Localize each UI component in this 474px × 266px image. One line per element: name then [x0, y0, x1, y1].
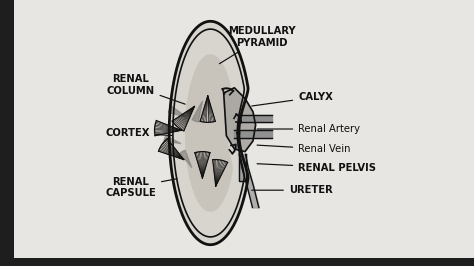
Text: RENAL
COLUMN: RENAL COLUMN: [107, 74, 185, 104]
Polygon shape: [192, 101, 202, 122]
Text: CORTEX: CORTEX: [106, 128, 172, 138]
Polygon shape: [164, 136, 181, 144]
Text: RENAL
CAPSULE: RENAL CAPSULE: [105, 177, 177, 198]
Text: RENAL PELVIS: RENAL PELVIS: [257, 163, 376, 173]
Polygon shape: [180, 150, 192, 168]
Text: Renal Artery: Renal Artery: [257, 124, 360, 134]
Polygon shape: [159, 139, 184, 160]
Polygon shape: [168, 106, 186, 117]
Polygon shape: [195, 152, 210, 178]
Polygon shape: [224, 88, 255, 152]
Text: CALYX: CALYX: [252, 92, 333, 106]
Polygon shape: [172, 106, 194, 131]
Text: Renal Vein: Renal Vein: [257, 144, 351, 154]
Polygon shape: [186, 55, 232, 211]
Polygon shape: [169, 21, 248, 245]
Polygon shape: [155, 120, 181, 136]
Text: MEDULLARY
PYRAMID: MEDULLARY PYRAMID: [219, 26, 296, 64]
Polygon shape: [213, 160, 228, 186]
Polygon shape: [200, 96, 215, 122]
Text: URETER: URETER: [252, 185, 333, 195]
